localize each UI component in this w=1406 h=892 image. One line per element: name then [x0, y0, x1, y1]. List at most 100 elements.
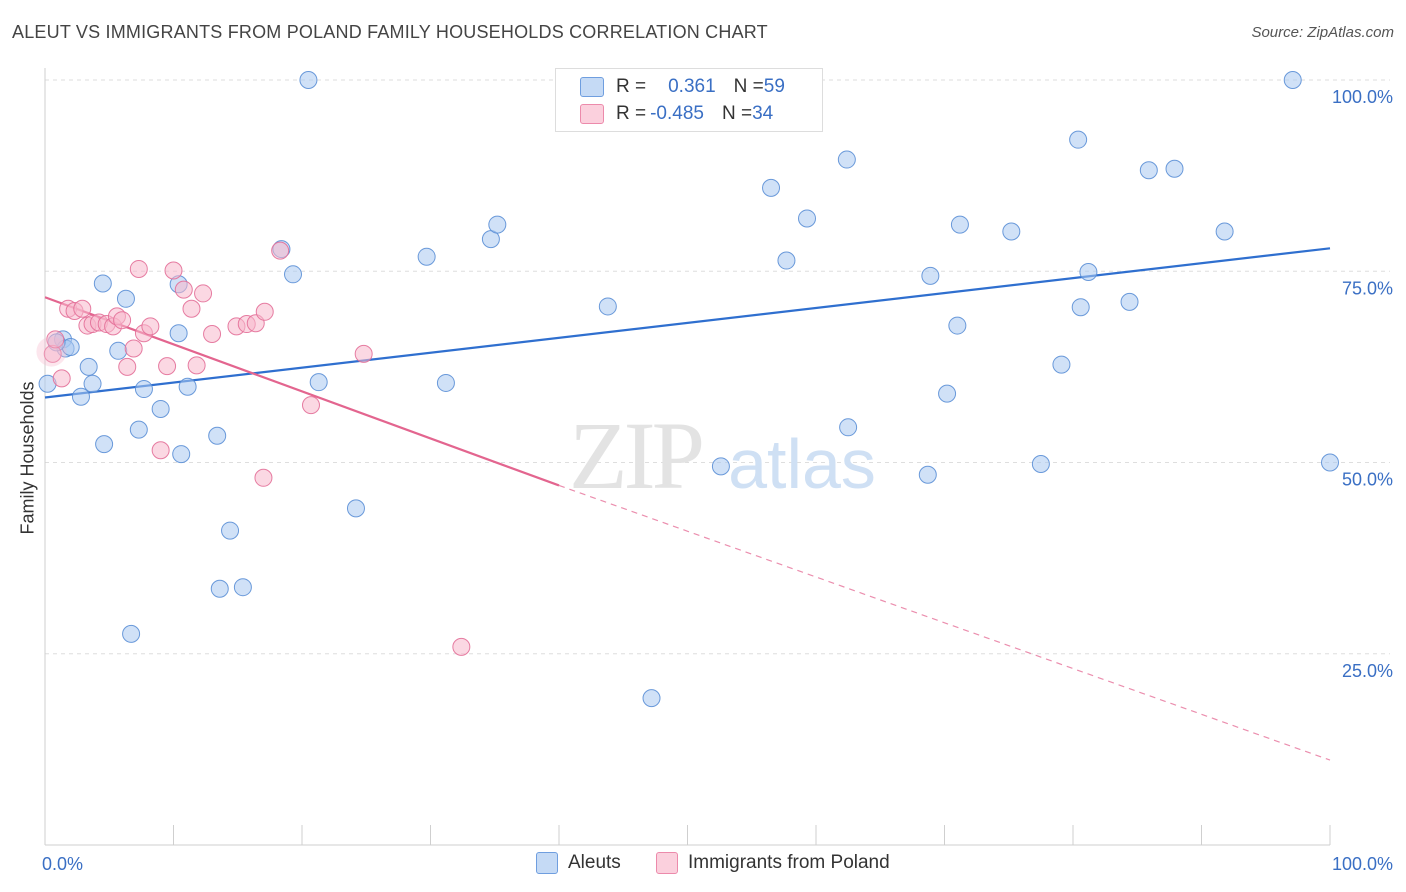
r-label: R = [616, 76, 647, 97]
point-poland [255, 302, 274, 321]
point-aleuts [798, 209, 817, 228]
stats-legend-row-aleuts: R = 0.361 N = 59 [580, 74, 785, 100]
point-aleuts [1283, 71, 1302, 89]
point-aleuts [436, 373, 455, 392]
point-poland [354, 344, 373, 363]
legend-item-poland: Immigrants from Poland [656, 852, 890, 874]
point-aleuts [1069, 130, 1088, 149]
source-credit: Source: ZipAtlas.com [1251, 24, 1394, 41]
point-aleuts [129, 420, 148, 439]
legend-swatch-poland [580, 104, 604, 124]
point-poland [452, 637, 471, 656]
point-aleuts [208, 426, 227, 445]
point-poland [194, 284, 213, 303]
watermark-zip: ZIP [569, 402, 702, 509]
y-tick-label: 50.0% [1342, 470, 1393, 490]
trend-lines [44, 247, 1331, 761]
point-aleuts [921, 266, 940, 285]
y-tick-label: 25.0% [1342, 661, 1393, 681]
n-label: N = [733, 76, 764, 97]
point-aleuts [1079, 263, 1098, 282]
point-aleuts [1052, 355, 1071, 374]
trend-line-poland-extension [558, 484, 1331, 761]
point-poland [301, 396, 320, 415]
data-points [36, 71, 1339, 708]
point-aleuts [178, 377, 197, 396]
point-aleuts [762, 178, 781, 197]
point-aleuts [299, 71, 318, 89]
trend-line-poland [44, 296, 560, 487]
point-aleuts [169, 324, 188, 343]
point-poland [118, 357, 137, 376]
legend-swatch-aleuts [580, 77, 604, 97]
legend-swatch-poland [656, 852, 678, 874]
point-aleuts [210, 579, 229, 598]
watermark: ZIP atlas [569, 402, 876, 509]
point-poland [124, 339, 143, 358]
y-tick-label: 100.0% [1332, 87, 1393, 107]
r-label: R = [616, 103, 647, 124]
point-aleuts [122, 624, 141, 643]
point-aleuts [1215, 222, 1234, 241]
point-aleuts [417, 247, 436, 266]
axes [44, 68, 1331, 846]
point-poland [254, 468, 273, 487]
legend-item-aleuts: Aleuts [536, 852, 621, 874]
point-aleuts [151, 399, 170, 418]
x-tick-label: 0.0% [42, 854, 83, 874]
point-poland [52, 369, 71, 388]
point-aleuts [95, 435, 114, 454]
point-aleuts [109, 341, 128, 360]
point-aleuts [71, 387, 90, 406]
point-poland [141, 317, 160, 336]
point-poland [271, 241, 290, 260]
point-poland-cluster [36, 336, 67, 367]
legend-swatch-aleuts [536, 852, 558, 874]
point-poland [182, 299, 201, 318]
point-poland [113, 311, 132, 330]
point-aleuts [837, 150, 856, 169]
point-poland [164, 261, 183, 280]
point-aleuts [1321, 453, 1339, 472]
n-value: 59 [763, 76, 785, 97]
point-aleuts [233, 578, 252, 597]
point-poland [187, 356, 206, 375]
point-aleuts [839, 418, 858, 437]
point-poland [203, 324, 222, 343]
tick-labels: 100.0% 75.0% 50.0% 25.0% 0.0% 100.0% [42, 87, 1393, 874]
point-aleuts [488, 215, 507, 234]
point-aleuts [134, 380, 153, 399]
point-aleuts [918, 465, 937, 484]
point-aleuts [83, 374, 102, 393]
point-aleuts [938, 384, 957, 403]
watermark-atlas: atlas [728, 425, 876, 503]
point-aleuts [221, 521, 240, 540]
point-aleuts [1139, 161, 1158, 180]
point-aleuts [711, 457, 730, 476]
point-aleuts [1031, 455, 1050, 474]
r-value: -0.485 [650, 103, 704, 124]
point-poland [46, 330, 65, 349]
r-value: 0.361 [668, 76, 716, 97]
chart-title: ALEUT VS IMMIGRANTS FROM POLAND FAMILY H… [12, 22, 768, 42]
point-aleuts [346, 499, 365, 518]
point-aleuts [777, 251, 796, 270]
point-aleuts [116, 289, 135, 308]
point-aleuts [1120, 292, 1139, 311]
legend-label-poland: Immigrants from Poland [688, 852, 890, 873]
y-tick-label: 75.0% [1342, 278, 1393, 298]
grid-lines [45, 79, 1390, 655]
point-aleuts [172, 445, 191, 464]
stats-legend-row-poland: R = -0.485 N = 34 [580, 101, 773, 127]
n-label: N = [721, 103, 753, 124]
point-aleuts [598, 297, 617, 316]
point-aleuts [950, 215, 969, 234]
point-poland [158, 357, 177, 376]
point-aleuts [284, 265, 303, 284]
y-axis-label: Family Households [17, 381, 38, 535]
point-aleuts [1002, 222, 1021, 241]
point-aleuts [1071, 298, 1090, 317]
n-value: 34 [752, 103, 774, 124]
stats-legend: R = 0.361 N = 59 R = -0.485 N = 34 [555, 68, 823, 132]
